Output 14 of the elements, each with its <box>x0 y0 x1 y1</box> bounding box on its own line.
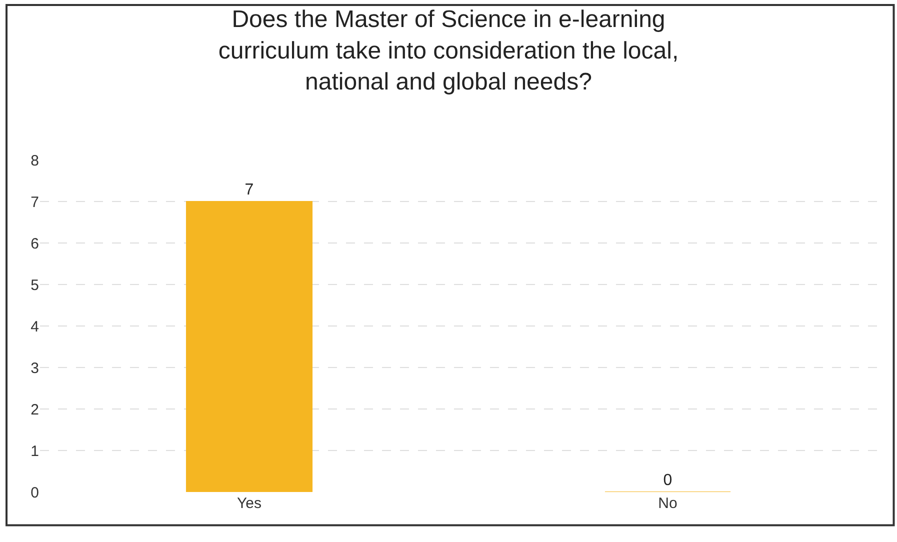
y-tick-label: 3 <box>30 360 39 377</box>
y-tick-label: 6 <box>30 235 39 252</box>
data-label: 7 <box>244 182 254 198</box>
y-tick-label: 4 <box>30 318 39 336</box>
y-tick-label: 8 <box>30 152 39 170</box>
y-tick-label: 7 <box>30 194 39 211</box>
y-tick-label: 2 <box>30 401 39 418</box>
data-label: 0 <box>663 472 672 489</box>
y-tick-label: 0 <box>30 484 39 502</box>
y-tick-label: 5 <box>30 276 39 294</box>
chart-title: Does the Master of Science in e-learning curriculum take into consideration the local, national and global needs? <box>218 6 679 96</box>
y-tick-label: 1 <box>30 442 39 460</box>
x-tick-label: Yes <box>237 495 262 512</box>
x-tick-label: No <box>658 495 678 512</box>
